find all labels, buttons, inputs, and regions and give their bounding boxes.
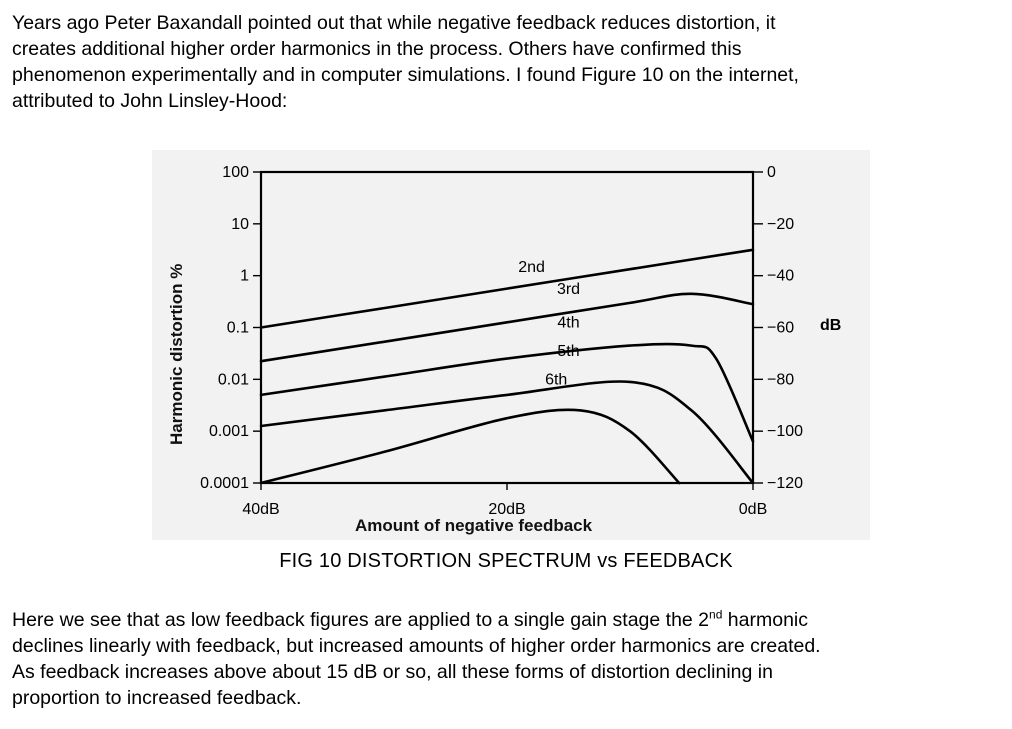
left-tick-label: 0.01 (218, 371, 249, 388)
left-tick-label: 100 (222, 164, 249, 181)
figure-background (152, 150, 870, 540)
left-tick-label: 0.1 (227, 320, 249, 337)
x-tick-label: 0dB (739, 501, 767, 518)
ordinal-superscript: nd (709, 607, 723, 622)
x-tick-label: 40dB (242, 501, 279, 518)
series-label-4th: 4th (557, 315, 579, 332)
left-tick-label: 1 (240, 268, 249, 285)
left-tick-label: 0.0001 (200, 475, 249, 492)
intro-line: phenomenon experimentally and in compute… (12, 64, 799, 86)
intro-paragraph: Years ago Peter Baxandall pointed out th… (12, 10, 1007, 114)
right-tick-label: −20 (767, 216, 794, 233)
distortion-chart: 100 10 1 0.1 0.01 0.001 0.0001 0 −20 −40 −60 −80 −1… (167, 164, 841, 535)
x-axis-ticks: 40dB 20dB 0dB (242, 483, 767, 518)
x-axis-title: Amount of negative feedback (355, 516, 593, 535)
right-tick-label: −100 (767, 423, 803, 440)
right-tick-label: 0 (767, 164, 776, 181)
x-tick-label: 20dB (488, 501, 525, 518)
plot-frame (259, 170, 755, 485)
conclusion-line: Here we see that as low feedback figures… (12, 607, 1007, 633)
series-line-3rd (259, 292, 755, 363)
y-axis-title: Harmonic distortion % (167, 264, 186, 445)
left-tick-label: 0.001 (209, 423, 249, 440)
right-tick-label: −120 (767, 475, 803, 492)
plot-area (259, 170, 755, 485)
series-lines (259, 248, 755, 485)
series-line-4th (259, 342, 755, 443)
right-tick-label: −40 (767, 268, 794, 285)
left-tick-label: 10 (231, 216, 249, 233)
right-axis-unit: dB (820, 317, 841, 334)
conclusion-line: As feedback increases above about 15 dB … (12, 661, 773, 683)
conclusion-line: proportion to increased feedback. (12, 687, 302, 709)
figure-caption: FIG 10 DISTORTION SPECTRUM vs FEEDBACK (279, 550, 733, 572)
series-label-5th: 5th (557, 343, 579, 360)
intro-line: creates additional higher order harmonic… (12, 38, 742, 60)
series-label-6th: 6th (545, 372, 567, 389)
left-axis-ticks: 100 10 1 0.1 0.01 0.001 0.0001 (200, 164, 261, 492)
series-label-3rd: 3rd (557, 281, 580, 298)
conclusion-paragraph: Here we see that as low feedback figures… (12, 607, 1007, 711)
series-label-2nd: 2nd (518, 259, 545, 276)
conclusion-line: declines linearly with feedback, but inc… (12, 635, 821, 657)
series-line-6th (259, 408, 681, 485)
series-line-5th (259, 380, 755, 485)
right-tick-label: −60 (767, 320, 794, 337)
series-line-2nd (259, 248, 755, 329)
intro-line: Years ago Peter Baxandall pointed out th… (12, 12, 776, 34)
conclusion-line1-end: harmonic (722, 609, 809, 631)
right-axis-ticks: 0 −20 −40 −60 −80 −100 −120 (753, 164, 803, 492)
conclusion-line1-text: Here we see that as low feedback figures… (12, 609, 710, 631)
right-tick-label: −80 (767, 371, 794, 388)
intro-line: attributed to John Linsley-Hood: (12, 90, 288, 112)
series-labels: 2nd 3rd 4th 5th 6th (518, 259, 580, 389)
